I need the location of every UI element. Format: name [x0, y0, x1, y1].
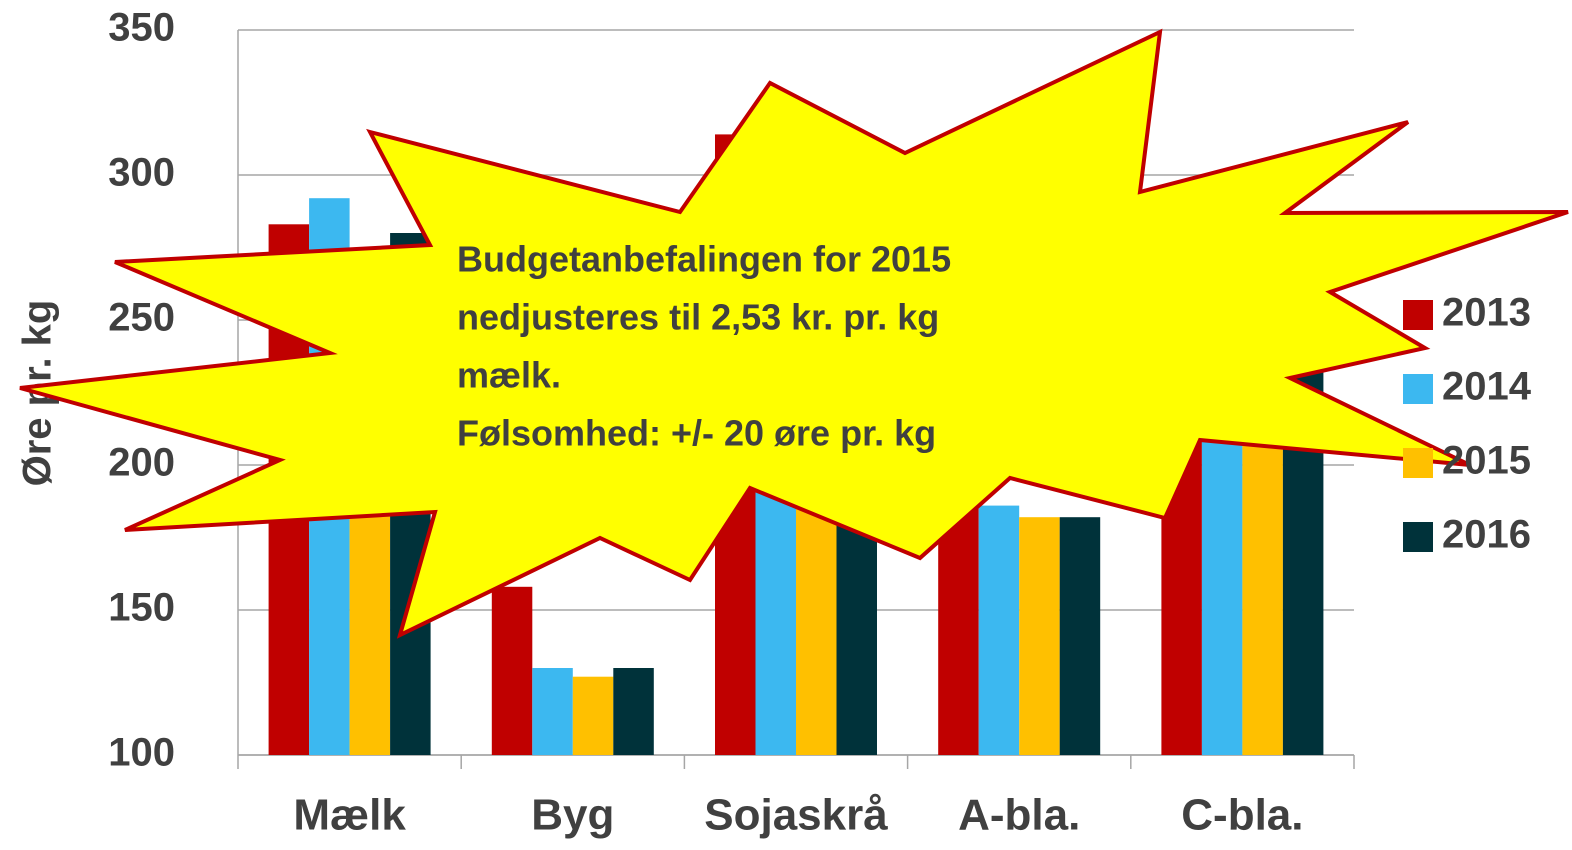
y-tick-label: 250 — [108, 296, 175, 340]
legend-swatch — [1403, 374, 1433, 404]
legend-swatch — [1403, 448, 1433, 478]
bar — [1019, 517, 1060, 755]
annotation-line: Budgetanbefalingen for 2015 — [457, 239, 951, 280]
annotation-line: Følsomhed: +/- 20 øre pr. kg — [457, 413, 936, 454]
bar — [978, 505, 1020, 755]
y-tick-label: 350 — [108, 6, 175, 50]
legend-swatch — [1403, 300, 1433, 330]
y-tick-label: 150 — [108, 586, 175, 630]
bar — [532, 668, 573, 755]
x-tick-label: Mælk — [293, 791, 406, 840]
y-tick-label: 200 — [108, 441, 175, 485]
starburst — [19, 28, 1569, 639]
y-tick-label: 300 — [108, 151, 175, 195]
y-tick-label: 100 — [108, 731, 175, 775]
legend-label: 2014 — [1442, 365, 1532, 409]
bar — [1059, 517, 1101, 755]
legend-label: 2015 — [1442, 439, 1531, 483]
x-tick-label: C-bla. — [1181, 791, 1303, 840]
legend-swatch — [1403, 522, 1433, 552]
x-tick-label: Byg — [531, 791, 614, 840]
legend-label: 2013 — [1442, 291, 1531, 335]
legend-label: 2016 — [1442, 513, 1531, 557]
annotation-line: mælk. — [457, 355, 561, 396]
x-tick-label: Sojaskrå — [704, 791, 888, 840]
annotation-line: nedjusteres til 2,53 kr. pr. kg — [457, 297, 939, 338]
bar — [613, 668, 654, 755]
bar — [572, 676, 614, 755]
x-tick-label: A-bla. — [958, 791, 1080, 840]
bar — [491, 586, 533, 755]
